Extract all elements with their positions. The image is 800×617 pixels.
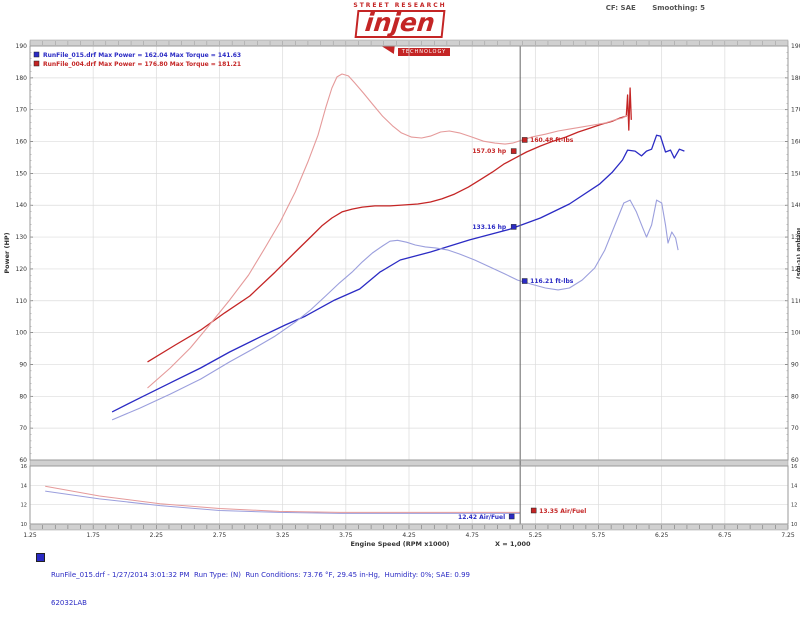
cursor-value-label: 133.16 hp [472,224,507,231]
strip-left-tick-label: 12 [21,503,27,509]
brand-subtitle: TECHNOLOGY [397,48,451,57]
run-description: RunFile_015.drf - 1/27/2014 3:01:32 PM R… [51,570,471,579]
dyno-chart: 60 60 70 70 80 80 90 90 100 100 110 110 120 120 130 130… [3,39,800,548]
strip-point-marker [530,507,537,514]
y-axis-right-tick-label: 160 [791,139,800,146]
y-axis-left-tick-label: 190 [16,43,28,50]
y-axis-right-tick-label: 130 [791,234,800,241]
x-axis-tick-label: 5.25 [529,532,543,539]
x-axis-tick-label: 7.25 [781,532,795,539]
strip-right-tick-label: 10 [791,522,797,528]
y-axis-right-tick-label: 170 [791,107,800,114]
cursor-value-label: 160.48 ft-lbs [530,137,574,144]
strip-left-tick-label: 14 [21,483,27,489]
y-axis-left-tick-label: 110 [16,298,28,305]
plot-legend-marker [33,51,40,58]
cursor-point-marker [521,137,528,143]
correction-factor-label: CF: SAE [605,4,636,12]
y-axis-right-tick-label: 120 [791,266,800,273]
y-axis-left-tick-label: 100 [16,330,28,337]
strip-value-label: 13.35 Air/Fuel [539,508,586,515]
x-axis-multiplier-note: X = 1,000 [495,540,531,548]
y-axis-right-tick-label: 190 [791,43,800,50]
y-axis-right-tick-label: 110 [791,298,800,305]
brand-tagline: STREET RESEARCH [353,2,447,9]
x-axis-tick-label: 6.75 [718,532,732,539]
cursor-value-label: 116.21 ft-lbs [530,278,574,285]
y-axis-left-tick-label: 120 [16,266,28,273]
x-axis-tick-label: 4.25 [402,532,416,539]
y-axis-left-tick-label: 90 [19,361,27,368]
strip-right-tick-label: 14 [791,483,797,489]
blue-run-marker-icon [36,553,45,562]
x-axis-tick-label: 6.25 [655,532,669,539]
y-axis-right-tick-label: 80 [791,393,799,400]
run-legend: RunFile_015.drf - 1/27/2014 3:01:32 PM R… [36,552,766,617]
run-info-header: CF: SAE Smoothing: 5 [592,4,705,12]
y-axis-left-tick-label: 170 [16,107,28,114]
cursor-point-marker [510,224,517,230]
smoothing-label: Smoothing: 5 [652,4,705,12]
cursor-value-label: 157.03 hp [472,148,507,155]
run-serial: 62032LAB [51,599,87,608]
series-torque-red [147,73,628,389]
y-axis-left-tick-label: 80 [19,393,27,400]
brand-logo: STREET RESEARCH injen TECHNOLOGY [325,2,475,57]
x-axis-tick-label: 2.25 [150,532,164,539]
y-axis-left-tick-label: 140 [16,202,28,209]
cursor-point-marker [521,278,528,284]
x-axis-tick-label: 4.75 [465,532,479,539]
cursor-point-marker [510,148,517,154]
y-axis-left-tick-label: 180 [16,75,28,82]
y-axis-left-tick-label: 150 [16,170,28,177]
y-axis-left-tick-label: 60 [19,457,27,464]
y-axis-right-tick-label: 100 [791,330,800,337]
y-axis-right-tick-label: 180 [791,75,800,82]
y-axis-right-title: Torque (ft-lbs) [795,227,800,280]
y-axis-left-tick-label: 70 [19,425,27,432]
x-axis-tick-label: 5.75 [592,532,606,539]
y-axis-right-tick-label: 70 [791,425,799,432]
strip-value-label: 12.42 Air/Fuel [458,514,505,521]
strip-plot-frame [29,465,789,525]
y-axis-right-tick-label: 90 [791,361,799,368]
strip-left-tick-label: 10 [21,522,27,528]
plot-legend-marker [33,60,40,67]
strip-series-afr-red [45,485,521,513]
strip-left-tick-label: 16 [21,464,27,470]
y-axis-right-tick-label: 150 [791,170,800,177]
series-power-blue [111,134,685,413]
plot-legend-entry: RunFile_004.drf Max Power = 176.80 Max T… [43,61,241,68]
legend-entry-run-blue: RunFile_015.drf - 1/27/2014 3:01:32 PM R… [36,552,766,617]
strip-point-marker [508,513,515,520]
chart-separator-band [29,459,789,467]
x-axis-tick-label: 3.75 [339,532,353,539]
series-torque-blue [111,199,679,421]
strip-right-tick-label: 16 [791,464,797,470]
y-axis-left-tick-label: 130 [16,234,28,241]
x-axis-tick-label: 1.25 [23,532,37,539]
plot-legend-entry: RunFile_015.drf Max Power = 162.04 Max T… [43,52,241,59]
x-axis-tick-label: 1.75 [86,532,100,539]
y-axis-left-tick-label: 160 [16,139,28,146]
y-axis-left-title: Power (HP) [3,232,11,273]
y-axis-right-tick-label: 60 [791,457,799,464]
strip-right-tick-label: 12 [791,503,797,509]
y-axis-right-tick-label: 140 [791,202,800,209]
main-plot-frame [29,45,789,461]
series-power-red [147,87,632,363]
x-axis-tick-label: 3.25 [276,532,290,539]
x-axis-title: Engine Speed (RPM x1000) [350,540,449,548]
x-axis-tick-label: 2.75 [213,532,227,539]
strip-series-afr-blue [45,490,521,514]
